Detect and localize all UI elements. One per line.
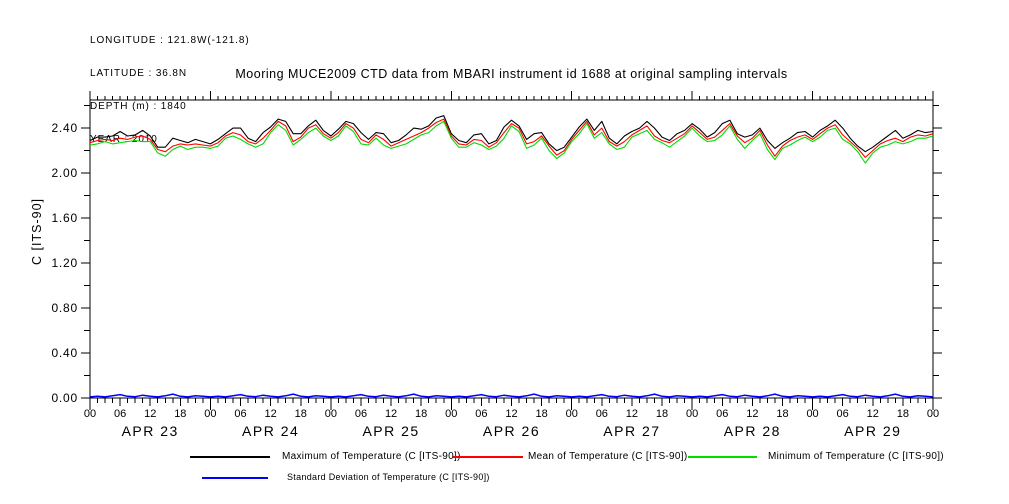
- x-hour-label: 00: [204, 408, 216, 420]
- x-hour-label: 06: [837, 408, 849, 420]
- x-hour-label: 00: [686, 408, 698, 420]
- legend-label-mean: Mean of Temperature (C [ITS-90]): [528, 451, 688, 462]
- x-day-label: APR 25: [362, 423, 419, 439]
- x-day-label: APR 27: [603, 423, 660, 439]
- x-hour-label: 00: [84, 408, 96, 420]
- x-hour-label: 18: [174, 408, 186, 420]
- x-day-label: APR 24: [242, 423, 299, 439]
- x-hour-label: 06: [475, 408, 487, 420]
- series-minimum: [89, 120, 934, 164]
- x-hour-label: 00: [566, 408, 578, 420]
- legend-line-std-dev: [202, 477, 268, 479]
- x-hour-label: 06: [114, 408, 126, 420]
- x-hour-label: 12: [626, 408, 638, 420]
- legend-line-maximum: [190, 456, 270, 458]
- x-hour-label: 18: [776, 408, 788, 420]
- x-hour-label: 12: [144, 408, 156, 420]
- plot-title: Mooring MUCE2009 CTD data from MBARI ins…: [235, 67, 788, 81]
- x-hour-label: 12: [505, 408, 517, 420]
- series-std-dev: [89, 393, 934, 398]
- axis-ticks: [81, 91, 942, 410]
- y-tick-label: 1.20: [51, 256, 78, 270]
- y-tick-label: 2.00: [51, 166, 78, 180]
- x-hour-label: 18: [897, 408, 909, 420]
- legend-label-std-dev: Standard Deviation of Temperature (C [IT…: [287, 472, 490, 482]
- y-tick-label: 0.40: [51, 346, 78, 360]
- series-mean: [89, 118, 934, 158]
- x-hour-label: 06: [355, 408, 367, 420]
- x-hour-label: 12: [385, 408, 397, 420]
- x-day-label: APR 28: [724, 423, 781, 439]
- y-tick-label: 2.40: [51, 121, 78, 135]
- x-hour-label: 06: [234, 408, 246, 420]
- y-tick-label: 0.80: [51, 301, 78, 315]
- series-maximum: [89, 115, 934, 153]
- x-hour-label: 00: [806, 408, 818, 420]
- x-day-label: APR 26: [483, 423, 540, 439]
- x-hour-label: 00: [927, 408, 939, 420]
- x-hour-label: 12: [867, 408, 879, 420]
- legend-line-mean: [453, 456, 523, 458]
- legend-label-maximum: Maximum of Temperature (C [ITS-90]): [282, 451, 461, 462]
- x-hour-label: 00: [325, 408, 337, 420]
- metadata-depth: DEPTH (m) : 1840: [90, 101, 187, 112]
- metadata-longitude: LONGITUDE : 121.8W(-121.8): [90, 35, 250, 46]
- x-hour-label: 12: [265, 408, 277, 420]
- legend-label-minimum: Minimum of Temperature (C [ITS-90]): [768, 451, 944, 462]
- plot-frame: [89, 99, 934, 399]
- x-hour-label: 18: [656, 408, 668, 420]
- x-hour-label: 06: [716, 408, 728, 420]
- metadata-latitude: LATITUDE : 36.8N: [90, 68, 188, 79]
- x-hour-label: 18: [415, 408, 427, 420]
- x-hour-label: 18: [535, 408, 547, 420]
- x-hour-label: 00: [445, 408, 457, 420]
- x-hour-label: 12: [746, 408, 758, 420]
- x-hour-label: 18: [295, 408, 307, 420]
- y-tick-label: 0.00: [51, 391, 78, 405]
- x-day-label: APR 23: [122, 423, 179, 439]
- axis-labels: 0.00 0.40 0.80 1.20 1.60 2.00 2.40 00 06 12 18 APR …: [51, 121, 939, 439]
- y-tick-label: 1.60: [51, 211, 78, 225]
- legend-line-minimum: [688, 456, 757, 458]
- x-day-label: APR 29: [844, 423, 901, 439]
- x-hour-label: 06: [596, 408, 608, 420]
